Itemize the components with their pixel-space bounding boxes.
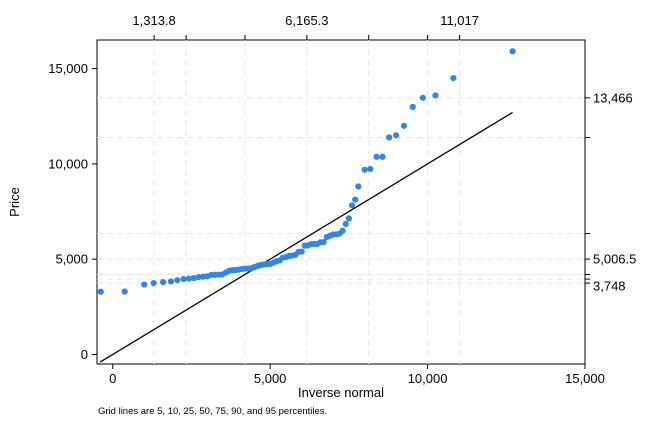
data-point (160, 278, 167, 286)
data-point (400, 122, 408, 129)
data-point (509, 48, 516, 55)
data-point (150, 279, 157, 287)
top-tick-label: 6,165.3 (285, 13, 328, 28)
data-point (409, 103, 416, 110)
data-point (298, 248, 305, 255)
data-point (419, 94, 426, 101)
x-tick-label: 0 (109, 371, 116, 386)
y-tick-label: 0 (81, 347, 88, 362)
right-tick-label: 3,748 (593, 279, 626, 294)
y-tick-label: 10,000 (48, 156, 88, 171)
data-point (339, 227, 346, 234)
data-point (432, 92, 439, 99)
data-point (185, 275, 193, 282)
data-point (180, 275, 187, 283)
data-point (190, 274, 198, 282)
y-tick-label: 5,000 (55, 252, 88, 267)
top-tick-label: 1,313.8 (132, 13, 175, 28)
data-point (386, 134, 393, 141)
reference-line (99, 111, 513, 363)
data-point (355, 183, 362, 190)
data-point (167, 278, 175, 285)
top-tick-label: 11,017 (440, 13, 479, 28)
x-tick-label: 10,000 (408, 371, 448, 386)
data-point (320, 238, 327, 246)
data-point (174, 277, 181, 284)
right-tick-label: 5,006.5 (593, 252, 636, 267)
y-axis-title: Price (7, 187, 22, 217)
chart-note: Grid lines are 5, 10, 25, 50, 75, 90, an… (98, 406, 327, 417)
data-point (342, 220, 349, 228)
data-point (121, 288, 128, 295)
data-point (348, 202, 356, 209)
data-point (141, 281, 148, 288)
x-axis-title: Inverse normal (298, 385, 384, 400)
data-point (392, 132, 400, 139)
data-point (379, 153, 386, 160)
data-point (97, 288, 104, 295)
plot-area (96, 39, 586, 365)
right-tick-label: 13,466 (593, 90, 633, 105)
data-point (373, 153, 380, 160)
axis-tick-labels: 0 5,000 10,000 15,000 0 5,000 10,000 15,000 1,31… (48, 13, 636, 386)
data-point (352, 196, 359, 203)
data-point (361, 166, 368, 173)
data-points (97, 48, 516, 295)
y-tick-label: 15,000 (48, 61, 88, 76)
x-tick-label: 5,000 (254, 371, 287, 386)
data-point (367, 165, 374, 173)
data-point (345, 215, 352, 222)
data-point (450, 75, 457, 82)
axis-ticks (92, 35, 590, 369)
x-tick-label: 15,000 (565, 371, 605, 386)
